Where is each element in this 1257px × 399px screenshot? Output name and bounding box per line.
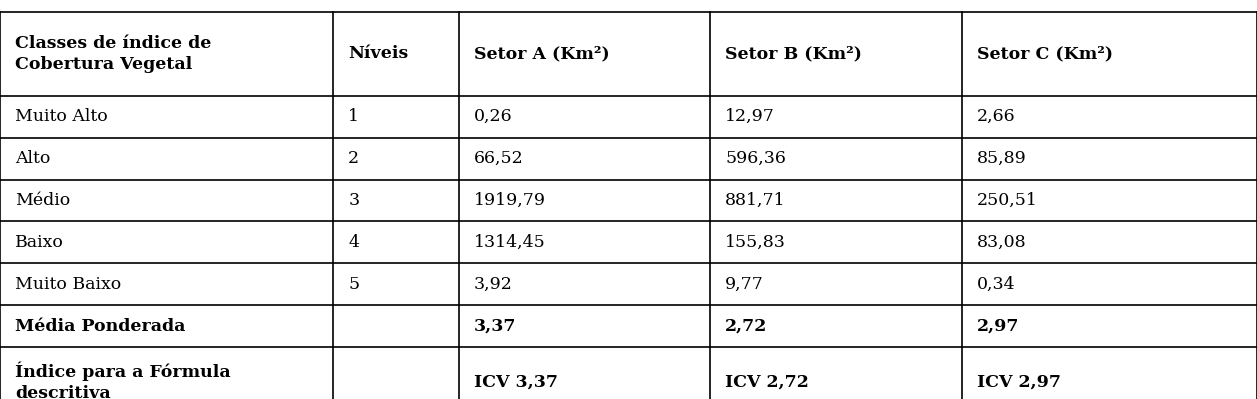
Text: 0,26: 0,26 <box>474 108 513 125</box>
Text: ICV 2,97: ICV 2,97 <box>977 373 1061 391</box>
Text: Setor C (Km²): Setor C (Km²) <box>977 45 1112 62</box>
Text: 9,77: 9,77 <box>725 276 764 293</box>
Text: Média Ponderada: Média Ponderada <box>15 318 186 335</box>
Text: 1919,79: 1919,79 <box>474 192 546 209</box>
Text: 2,97: 2,97 <box>977 318 1019 335</box>
Text: 2,66: 2,66 <box>977 108 1016 125</box>
Text: 250,51: 250,51 <box>977 192 1037 209</box>
Text: Níveis: Níveis <box>348 45 409 62</box>
Text: 2,72: 2,72 <box>725 318 768 335</box>
Text: 2: 2 <box>348 150 360 167</box>
Text: Muito Alto: Muito Alto <box>15 108 108 125</box>
Text: 85,89: 85,89 <box>977 150 1027 167</box>
Text: ICV 3,37: ICV 3,37 <box>474 373 558 391</box>
Text: 66,52: 66,52 <box>474 150 524 167</box>
Text: 12,97: 12,97 <box>725 108 776 125</box>
Text: Muito Baixo: Muito Baixo <box>15 276 122 293</box>
Text: 1: 1 <box>348 108 360 125</box>
Text: 83,08: 83,08 <box>977 234 1026 251</box>
Text: 0,34: 0,34 <box>977 276 1016 293</box>
Text: 3: 3 <box>348 192 360 209</box>
Text: 1314,45: 1314,45 <box>474 234 546 251</box>
Text: Médio: Médio <box>15 192 70 209</box>
Text: 4: 4 <box>348 234 360 251</box>
Text: 3,92: 3,92 <box>474 276 513 293</box>
Text: 596,36: 596,36 <box>725 150 786 167</box>
Text: ICV 2,72: ICV 2,72 <box>725 373 810 391</box>
Text: Alto: Alto <box>15 150 50 167</box>
Text: Baixo: Baixo <box>15 234 64 251</box>
Text: 5: 5 <box>348 276 360 293</box>
Text: Índice para a Fórmula
descritiva: Índice para a Fórmula descritiva <box>15 362 231 399</box>
Text: Classes de índice de
Cobertura Vegetal: Classes de índice de Cobertura Vegetal <box>15 35 211 73</box>
Text: 155,83: 155,83 <box>725 234 786 251</box>
Text: Setor B (Km²): Setor B (Km²) <box>725 45 862 62</box>
Text: Setor A (Km²): Setor A (Km²) <box>474 45 610 62</box>
Text: 3,37: 3,37 <box>474 318 517 335</box>
Text: 881,71: 881,71 <box>725 192 786 209</box>
